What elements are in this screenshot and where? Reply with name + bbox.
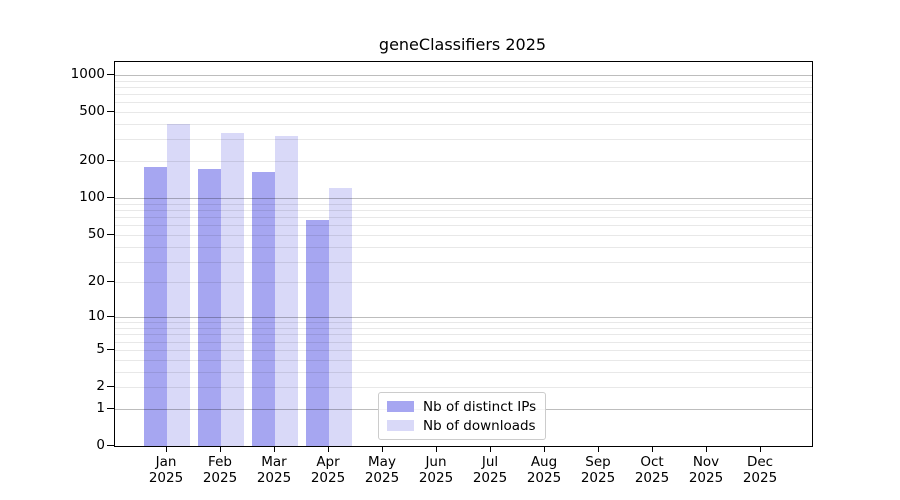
x-tick-may — [382, 446, 383, 452]
y-tick-label-0: 0 — [96, 437, 105, 453]
legend-item-distinct-ips: Nb of distinct IPs — [387, 397, 536, 416]
legend-swatch-distinct-ips — [387, 401, 414, 412]
y-tick-label-500: 500 — [79, 103, 105, 119]
y-tick-label-1000: 1000 — [70, 65, 105, 82]
bar-downloads-jan — [167, 123, 190, 446]
gridline-minor-500 — [115, 112, 812, 113]
chart-title: geneClassifiers 2025 — [378, 35, 547, 54]
y-tick-100 — [107, 197, 114, 199]
x-tick-label-mar: Mar 2025 — [256, 454, 292, 486]
x-tick-jan — [166, 446, 167, 452]
gridline-minor-80 — [115, 209, 812, 211]
y-tick-20 — [107, 281, 114, 283]
y-tick-label-5: 5 — [96, 340, 105, 357]
legend-label-distinct-ips: Nb of distinct IPs — [423, 398, 537, 415]
x-tick-sep — [598, 446, 599, 452]
y-tick-200 — [107, 160, 114, 162]
gridline-major-10 — [115, 317, 812, 319]
y-tick-500 — [107, 111, 114, 112]
gridline-minor-2 — [115, 387, 812, 388]
bar-distinct-ips-mar — [252, 172, 275, 446]
x-tick-label-jun: Jun 2025 — [418, 454, 454, 486]
gridline-minor-8 — [115, 328, 812, 329]
gridline-minor-70 — [115, 217, 812, 218]
y-tick-10 — [107, 316, 114, 318]
gridline-minor-900 — [115, 80, 812, 82]
gridline-minor-800 — [115, 86, 812, 88]
y-tick-2 — [107, 386, 114, 387]
x-tick-label-apr: Apr 2025 — [310, 454, 346, 486]
y-tick-label-2: 2 — [96, 378, 105, 394]
y-tick-50 — [107, 233, 114, 235]
y-tick-label-200: 200 — [79, 152, 105, 169]
gridline-minor-50 — [115, 234, 812, 236]
y-tick-1 — [107, 407, 114, 409]
gridline-minor-4 — [115, 359, 812, 361]
x-tick-label-aug: Aug 2025 — [526, 454, 562, 486]
legend-swatch-downloads — [387, 420, 414, 431]
bar-downloads-mar — [275, 135, 298, 446]
bar-downloads-feb — [221, 132, 244, 446]
x-tick-dec — [760, 446, 761, 452]
y-tick-label-20: 20 — [87, 273, 105, 290]
gridline-minor-20 — [115, 282, 812, 284]
gridline-minor-7 — [115, 334, 812, 336]
x-tick-apr — [328, 446, 329, 452]
gridline-major-100 — [115, 198, 812, 200]
gridline-minor-9 — [115, 322, 812, 324]
gridline-minor-6 — [115, 341, 812, 343]
bar-downloads-apr — [329, 187, 352, 446]
x-tick-label-jul: Jul 2025 — [472, 454, 508, 486]
x-tick-oct — [652, 446, 653, 452]
x-tick-label-nov: Nov 2025 — [688, 454, 724, 486]
bar-distinct-ips-feb — [198, 168, 221, 446]
x-tick-label-dec: Dec 2025 — [742, 454, 778, 486]
gridline-major-1000 — [115, 74, 812, 76]
gridline-minor-30 — [115, 261, 812, 263]
legend-item-downloads: Nb of downloads — [387, 416, 536, 435]
x-tick-mar — [274, 446, 275, 452]
plot-area: Nb of distinct IPs Nb of downloads — [114, 61, 813, 447]
y-tick-label-1: 1 — [96, 399, 105, 416]
y-tick-label-50: 50 — [87, 225, 105, 242]
x-tick-jul — [490, 446, 491, 452]
gridline-minor-200 — [115, 161, 812, 163]
x-tick-label-oct: Oct 2025 — [634, 454, 670, 486]
gridline-minor-60 — [115, 225, 812, 227]
gridline-minor-600 — [115, 102, 812, 104]
bar-distinct-ips-apr — [306, 220, 329, 446]
bar-distinct-ips-jan — [144, 167, 167, 446]
y-tick-0 — [107, 445, 114, 446]
x-tick-jun — [436, 446, 437, 452]
legend-label-downloads: Nb of downloads — [423, 417, 536, 434]
x-tick-feb — [220, 446, 221, 452]
x-tick-label-sep: Sep 2025 — [580, 454, 616, 486]
gridline-minor-5 — [115, 349, 812, 351]
x-tick-label-feb: Feb 2025 — [202, 454, 238, 486]
x-tick-label-jan: Jan 2025 — [148, 454, 184, 486]
y-tick-1000 — [107, 73, 114, 75]
y-tick-label-100: 100 — [79, 189, 105, 206]
gridline-minor-300 — [115, 139, 812, 141]
legend: Nb of distinct IPs Nb of downloads — [378, 392, 547, 440]
x-tick-label-may: May 2025 — [364, 454, 400, 486]
x-tick-nov — [706, 446, 707, 452]
gridline-minor-40 — [115, 246, 812, 248]
gridline-minor-400 — [115, 124, 812, 125]
y-tick-5 — [107, 348, 114, 350]
gridline-minor-700 — [115, 94, 812, 95]
x-tick-aug — [544, 446, 545, 452]
gridline-minor-3 — [115, 371, 812, 373]
gridline-minor-90 — [115, 203, 812, 205]
y-tick-label-10: 10 — [87, 308, 105, 325]
